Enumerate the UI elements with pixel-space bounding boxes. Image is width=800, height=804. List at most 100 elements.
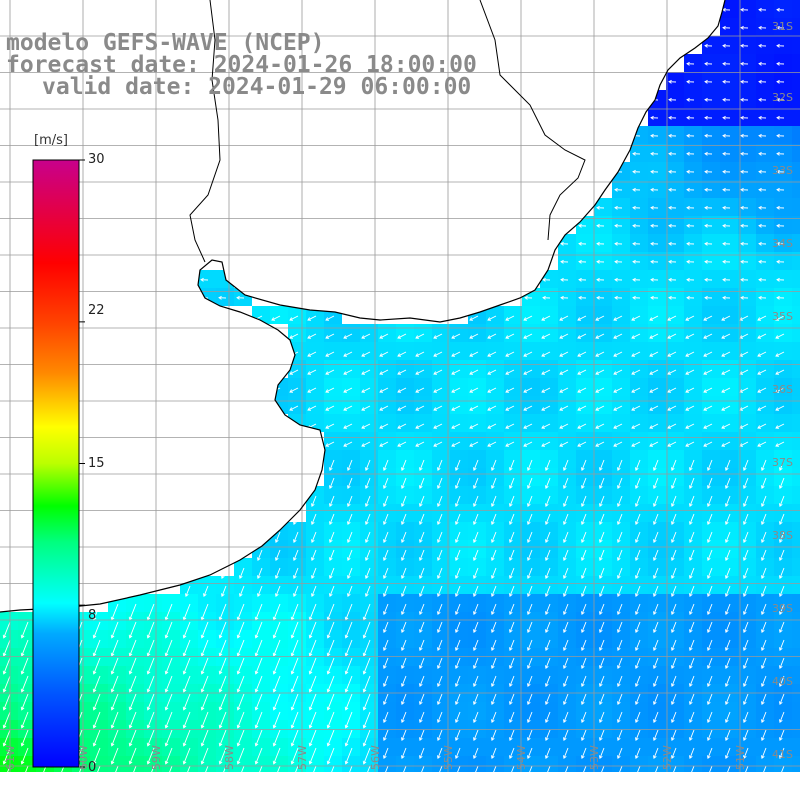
speed-cell bbox=[612, 720, 630, 738]
speed-cell bbox=[630, 738, 648, 756]
speed-cell bbox=[522, 360, 540, 378]
speed-cell bbox=[720, 504, 738, 522]
speed-cell bbox=[684, 54, 702, 72]
speed-cell bbox=[684, 198, 702, 216]
speed-cell bbox=[180, 630, 198, 648]
speed-cell bbox=[594, 360, 612, 378]
speed-cell bbox=[216, 666, 234, 684]
speed-cell bbox=[756, 396, 774, 414]
speed-cell bbox=[774, 72, 792, 90]
lon-label: 51W bbox=[734, 745, 747, 770]
speed-cell bbox=[774, 576, 792, 594]
speed-cell bbox=[522, 594, 540, 612]
speed-cell bbox=[396, 612, 414, 630]
speed-cell bbox=[756, 648, 774, 666]
speed-cell bbox=[684, 594, 702, 612]
speed-cell bbox=[666, 126, 684, 144]
speed-cell bbox=[738, 18, 756, 36]
speed-cell bbox=[576, 558, 594, 576]
speed-cell bbox=[486, 558, 504, 576]
speed-cell bbox=[144, 702, 162, 720]
speed-cell bbox=[468, 558, 486, 576]
speed-cell bbox=[792, 702, 800, 720]
speed-cell bbox=[684, 414, 702, 432]
speed-cell bbox=[576, 702, 594, 720]
speed-cell bbox=[684, 702, 702, 720]
speed-cell bbox=[450, 486, 468, 504]
speed-cell bbox=[774, 648, 792, 666]
speed-cell bbox=[432, 522, 450, 540]
speed-cell bbox=[720, 234, 738, 252]
speed-cell bbox=[486, 324, 504, 342]
speed-cell bbox=[558, 324, 576, 342]
speed-cell bbox=[684, 306, 702, 324]
colorbar-tick-8: 8 bbox=[88, 608, 96, 623]
speed-cell bbox=[702, 414, 720, 432]
speed-cell bbox=[612, 576, 630, 594]
speed-cell bbox=[90, 702, 108, 720]
speed-cell bbox=[594, 648, 612, 666]
speed-cell bbox=[486, 450, 504, 468]
speed-cell bbox=[486, 432, 504, 450]
speed-cell bbox=[702, 486, 720, 504]
speed-cell bbox=[594, 720, 612, 738]
speed-cell bbox=[702, 666, 720, 684]
speed-cell bbox=[540, 666, 558, 684]
speed-cell bbox=[414, 504, 432, 522]
speed-cell bbox=[450, 576, 468, 594]
speed-cell bbox=[774, 396, 792, 414]
speed-cell bbox=[792, 540, 800, 558]
speed-cell bbox=[558, 666, 576, 684]
speed-cell bbox=[684, 648, 702, 666]
speed-cell bbox=[648, 288, 666, 306]
speed-cell bbox=[522, 504, 540, 522]
speed-cell bbox=[756, 486, 774, 504]
speed-cell bbox=[576, 666, 594, 684]
speed-cell bbox=[594, 666, 612, 684]
speed-cell bbox=[576, 720, 594, 738]
speed-cell bbox=[198, 756, 216, 774]
speed-cell bbox=[756, 558, 774, 576]
speed-cell bbox=[684, 504, 702, 522]
speed-cell bbox=[270, 558, 288, 576]
speed-cell bbox=[738, 504, 756, 522]
speed-cell bbox=[612, 198, 630, 216]
speed-cell bbox=[522, 396, 540, 414]
speed-cell bbox=[486, 756, 504, 774]
speed-cell bbox=[468, 576, 486, 594]
speed-cell bbox=[342, 666, 360, 684]
speed-cell bbox=[792, 450, 800, 468]
speed-cell bbox=[720, 414, 738, 432]
speed-cell bbox=[792, 36, 800, 54]
speed-cell bbox=[720, 612, 738, 630]
speed-cell bbox=[720, 666, 738, 684]
speed-cell bbox=[756, 108, 774, 126]
speed-cell bbox=[558, 594, 576, 612]
speed-cell bbox=[756, 720, 774, 738]
speed-cell bbox=[126, 630, 144, 648]
speed-cell bbox=[396, 648, 414, 666]
speed-cell bbox=[252, 702, 270, 720]
speed-cell bbox=[468, 612, 486, 630]
speed-cell bbox=[432, 630, 450, 648]
speed-cell bbox=[180, 594, 198, 612]
speed-cell bbox=[702, 504, 720, 522]
lon-label: 54W bbox=[515, 745, 528, 770]
speed-cell bbox=[378, 324, 396, 342]
speed-cell bbox=[630, 540, 648, 558]
speed-cell bbox=[126, 738, 144, 756]
speed-cell bbox=[666, 594, 684, 612]
speed-cell bbox=[342, 702, 360, 720]
speed-cell bbox=[576, 486, 594, 504]
speed-cell bbox=[162, 702, 180, 720]
speed-cell bbox=[432, 504, 450, 522]
speed-cell bbox=[252, 594, 270, 612]
speed-cell bbox=[468, 594, 486, 612]
speed-cell bbox=[378, 450, 396, 468]
speed-cell bbox=[576, 306, 594, 324]
speed-cell bbox=[738, 0, 756, 18]
speed-cell bbox=[522, 522, 540, 540]
speed-cell bbox=[738, 630, 756, 648]
speed-cell bbox=[738, 522, 756, 540]
